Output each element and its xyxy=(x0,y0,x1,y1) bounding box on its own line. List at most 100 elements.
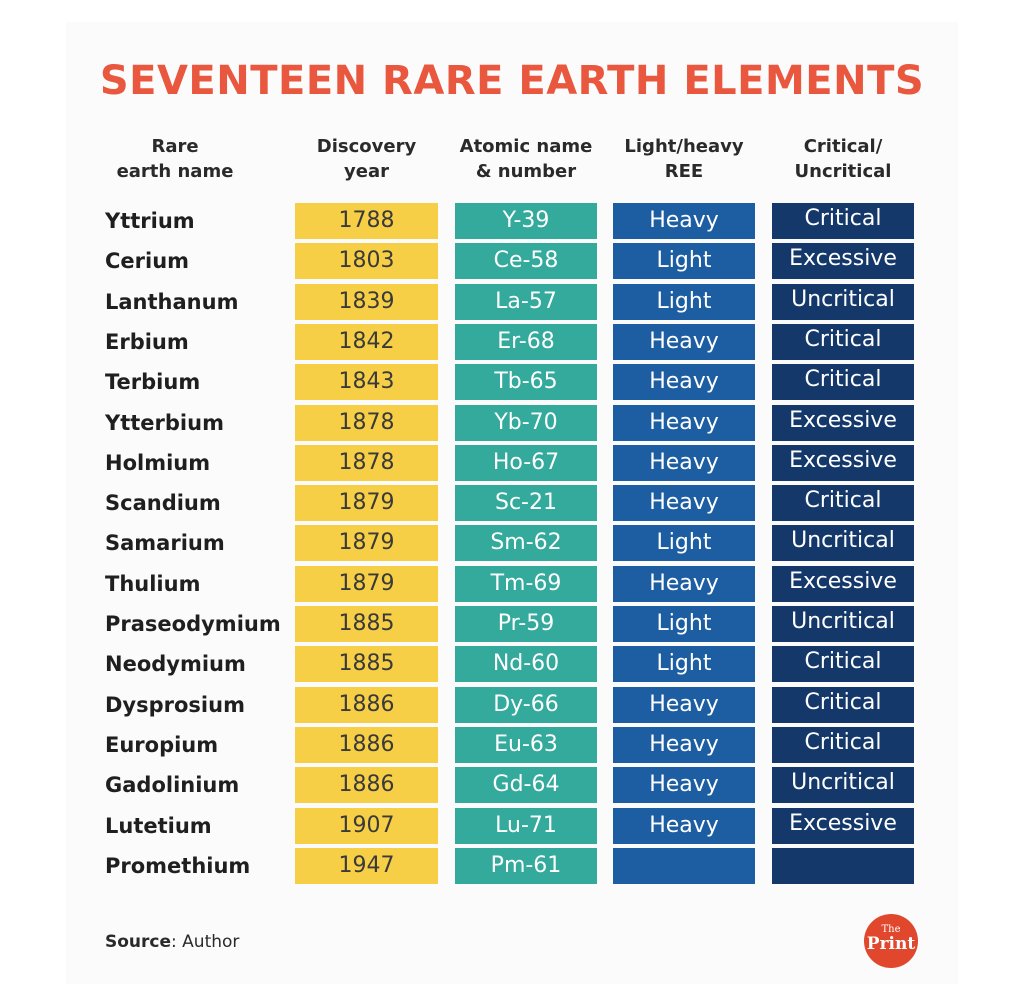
discovery-year-cell: 1886 xyxy=(295,727,438,763)
discovery-year-cell: 1843 xyxy=(295,364,438,400)
light-heavy-cell: Heavy xyxy=(613,364,755,400)
atomic-cell: Gd-64 xyxy=(455,767,597,803)
discovery-year-cell: 1878 xyxy=(295,405,438,441)
table-row: Thulium 1879 Tm-69 Heavy Excessive xyxy=(0,566,1024,602)
critical-cell xyxy=(772,848,914,884)
discovery-year-cell: 1879 xyxy=(295,485,438,521)
table-row: Lutetium 1907 Lu-71 Heavy Excessive xyxy=(0,808,1024,844)
light-heavy-cell: Light xyxy=(613,606,755,642)
source-text: : Author xyxy=(171,932,240,952)
discovery-year-cell: 1788 xyxy=(295,203,438,239)
light-heavy-cell: Heavy xyxy=(613,203,755,239)
light-heavy-cell: Heavy xyxy=(613,727,755,763)
critical-cell: Critical xyxy=(772,364,914,400)
element-name: Scandium xyxy=(105,491,221,515)
header-critical-uncritical: Critical/ Uncritical xyxy=(794,136,892,182)
discovery-year-cell: 1886 xyxy=(295,767,438,803)
element-name: Dysprosium xyxy=(105,693,245,717)
source-note: Source: Author xyxy=(105,932,239,952)
table-row: Gadolinium 1886 Gd-64 Heavy Uncritical xyxy=(0,767,1024,803)
atomic-cell: Er-68 xyxy=(455,324,597,360)
element-name: Lutetium xyxy=(105,814,212,838)
light-heavy-cell: Heavy xyxy=(613,566,755,602)
element-name: Promethium xyxy=(105,854,251,878)
table-row: Dysprosium 1886 Dy-66 Heavy Critical xyxy=(0,687,1024,723)
table-row: Promethium 1947 Pm-61 xyxy=(0,848,1024,884)
critical-cell: Uncritical xyxy=(772,606,914,642)
header-rare-earth-name: Rare earth name xyxy=(116,136,234,182)
header-discovery-year: Discovery year xyxy=(316,136,417,182)
critical-cell: Excessive xyxy=(772,243,914,279)
light-heavy-cell: Heavy xyxy=(613,405,755,441)
element-name: Thulium xyxy=(105,572,201,596)
discovery-year-cell: 1879 xyxy=(295,525,438,561)
critical-cell: Critical xyxy=(772,324,914,360)
element-name: Erbium xyxy=(105,330,189,354)
atomic-cell: Lu-71 xyxy=(455,808,597,844)
theprint-logo: The Print xyxy=(864,914,918,968)
atomic-cell: Nd-60 xyxy=(455,646,597,682)
discovery-year-cell: 1885 xyxy=(295,646,438,682)
critical-cell: Critical xyxy=(772,646,914,682)
atomic-cell: Eu-63 xyxy=(455,727,597,763)
critical-cell: Critical xyxy=(772,203,914,239)
discovery-year-cell: 1803 xyxy=(295,243,438,279)
discovery-year-cell: 1947 xyxy=(295,848,438,884)
table-row: Ytterbium 1878 Yb-70 Heavy Excessive xyxy=(0,405,1024,441)
light-heavy-cell: Heavy xyxy=(613,324,755,360)
atomic-cell: Tm-69 xyxy=(455,566,597,602)
critical-cell: Critical xyxy=(772,485,914,521)
source-label: Source xyxy=(105,932,172,952)
atomic-cell: Dy-66 xyxy=(455,687,597,723)
light-heavy-cell: Heavy xyxy=(613,687,755,723)
critical-cell: Excessive xyxy=(772,808,914,844)
table-row: Holmium 1878 Ho-67 Heavy Excessive xyxy=(0,445,1024,481)
header-light-heavy-ree: Light/heavy REE xyxy=(624,136,744,182)
atomic-cell: Sc-21 xyxy=(455,485,597,521)
element-name: Europium xyxy=(105,733,219,757)
critical-cell: Critical xyxy=(772,687,914,723)
discovery-year-cell: 1878 xyxy=(295,445,438,481)
light-heavy-cell: Heavy xyxy=(613,485,755,521)
light-heavy-cell: Heavy xyxy=(613,808,755,844)
light-heavy-cell: Light xyxy=(613,243,755,279)
light-heavy-cell: Light xyxy=(613,646,755,682)
table-row: Lanthanum 1839 La-57 Light Uncritical xyxy=(0,284,1024,320)
critical-cell: Critical xyxy=(772,727,914,763)
atomic-cell: Ho-67 xyxy=(455,445,597,481)
critical-cell: Uncritical xyxy=(772,767,914,803)
critical-cell: Uncritical xyxy=(772,525,914,561)
atomic-cell: Sm-62 xyxy=(455,525,597,561)
table-row: Neodymium 1885 Nd-60 Light Critical xyxy=(0,646,1024,682)
atomic-cell: Pm-61 xyxy=(455,848,597,884)
element-name: Lanthanum xyxy=(105,290,239,314)
critical-cell: Uncritical xyxy=(772,284,914,320)
table-row: Yttrium 1788 Y-39 Heavy Critical xyxy=(0,203,1024,239)
critical-cell: Excessive xyxy=(772,566,914,602)
discovery-year-cell: 1907 xyxy=(295,808,438,844)
element-name: Cerium xyxy=(105,249,190,273)
discovery-year-cell: 1886 xyxy=(295,687,438,723)
critical-cell: Excessive xyxy=(772,445,914,481)
table-row: Scandium 1879 Sc-21 Heavy Critical xyxy=(0,485,1024,521)
element-name: Gadolinium xyxy=(105,773,240,797)
element-name: Yttrium xyxy=(105,209,195,233)
element-name: Samarium xyxy=(105,531,225,555)
table-row: Cerium 1803 Ce-58 Light Excessive xyxy=(0,243,1024,279)
atomic-cell: Tb-65 xyxy=(455,364,597,400)
element-name: Neodymium xyxy=(105,652,246,676)
table-row: Erbium 1842 Er-68 Heavy Critical xyxy=(0,324,1024,360)
table-row: Praseodymium 1885 Pr-59 Light Uncritical xyxy=(0,606,1024,642)
atomic-cell: Ce-58 xyxy=(455,243,597,279)
light-heavy-cell xyxy=(613,848,755,884)
light-heavy-cell: Heavy xyxy=(613,445,755,481)
discovery-year-cell: 1879 xyxy=(295,566,438,602)
discovery-year-cell: 1839 xyxy=(295,284,438,320)
element-name: Praseodymium xyxy=(105,612,281,636)
table-row: Terbium 1843 Tb-65 Heavy Critical xyxy=(0,364,1024,400)
light-heavy-cell: Light xyxy=(613,284,755,320)
atomic-cell: Pr-59 xyxy=(455,606,597,642)
page-title: SEVENTEEN RARE EARTH ELEMENTS xyxy=(99,58,925,104)
logo-line-1: The xyxy=(881,924,901,935)
header-atomic-name-number: Atomic name & number xyxy=(459,136,593,182)
